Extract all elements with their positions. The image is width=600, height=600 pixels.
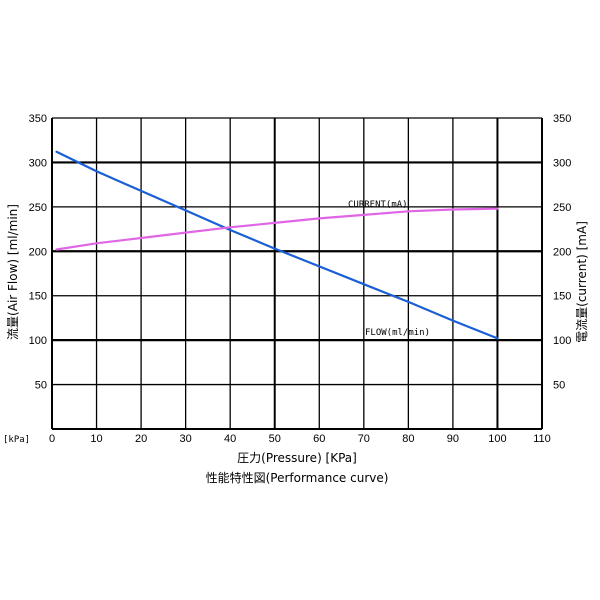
right-y-tick-label: 300 (553, 157, 571, 169)
grid (51, 117, 543, 429)
x-tick-label: 80 (402, 433, 414, 445)
x-tick-label: 20 (135, 433, 147, 445)
x-tick-label: 100 (488, 433, 506, 445)
current-series-label: CURRENT(mA) (348, 200, 408, 210)
left-y-tick-labels: 50 100 150 200 250 300 350 (29, 113, 47, 392)
left-y-axis-title: 流量(Air Flow) [ml/min] (6, 204, 20, 340)
right-y-tick-label: 50 (553, 380, 565, 392)
current-series-line (55, 207, 499, 251)
left-y-tick-label: 300 (29, 157, 47, 169)
right-y-tick-label: 100 (553, 335, 571, 347)
x-tick-labels: 0 10 20 30 40 50 60 70 80 90 100 110 (49, 433, 551, 445)
x-tick-label: 90 (447, 433, 459, 445)
x-tick-label: 50 (269, 433, 281, 445)
chart-caption: 性能特性図(Performance curve) (206, 470, 389, 485)
left-y-tick-label: 50 (35, 380, 47, 392)
right-y-tick-labels: 50 100 150 200 250 300 350 (553, 113, 571, 392)
right-y-tick-label: 200 (553, 246, 571, 258)
x-axis-title: 圧力(Pressure) [KPa] (237, 451, 357, 465)
series-layer (55, 150, 499, 340)
left-y-tick-label: 100 (29, 335, 47, 347)
x-unit-label: [kPa] (3, 435, 30, 445)
plot-frame (51, 118, 543, 430)
left-y-tick-label: 350 (29, 113, 47, 125)
flow-series-line (55, 150, 499, 340)
right-y-tick-label: 150 (553, 291, 571, 303)
x-tick-label: 40 (224, 433, 236, 445)
x-tick-label: 70 (358, 433, 370, 445)
x-tick-label: 110 (533, 433, 551, 445)
x-tick-label: 0 (49, 433, 55, 445)
left-y-tick-label: 150 (29, 291, 47, 303)
right-y-axis-title: 電流量(current) [mA] (575, 221, 589, 343)
right-y-tick-label: 350 (553, 113, 571, 125)
x-tick-label: 60 (313, 433, 325, 445)
right-y-tick-label: 250 (553, 202, 571, 214)
flow-series-label: FLOW(ml/min) (365, 328, 430, 338)
x-tick-label: 10 (90, 433, 102, 445)
left-y-tick-label: 200 (29, 246, 47, 258)
left-y-tick-label: 250 (29, 202, 47, 214)
x-tick-label: 30 (180, 433, 192, 445)
